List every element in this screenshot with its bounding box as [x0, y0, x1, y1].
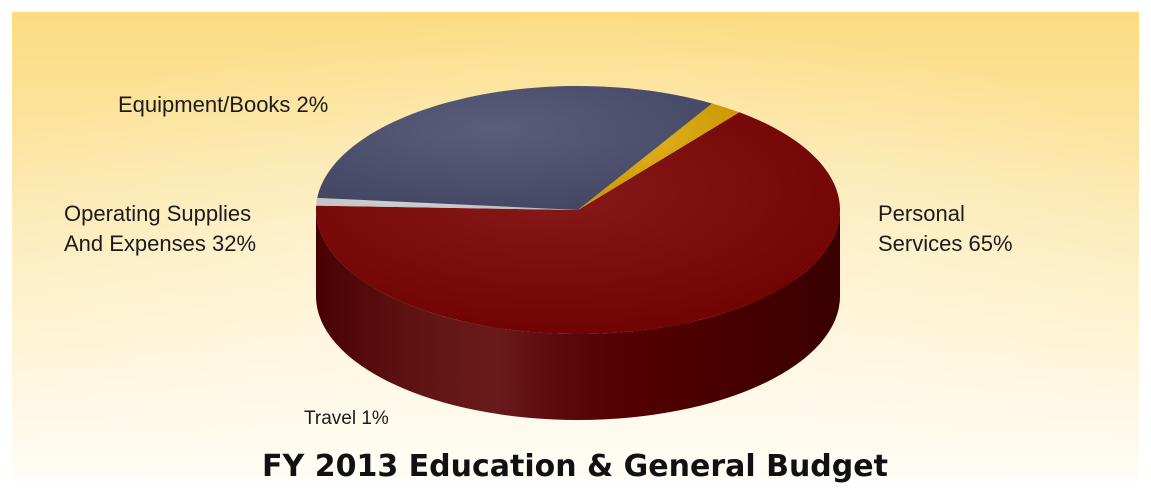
slice-label-line: Equipment/Books 2%: [118, 92, 328, 117]
pie-tops: [315, 85, 841, 335]
slice-label-line: And Expenses 32%: [64, 231, 256, 256]
pie-sides: [316, 210, 840, 420]
slice-label-line: Personal: [878, 201, 965, 226]
slice-label-equipment-books-2: Equipment/Books 2%: [118, 92, 328, 117]
slice-label-operating-supplies: Operating Supplies And Expenses 32%: [64, 201, 256, 256]
pie-slice-shine-equipment-books-2: [578, 103, 740, 210]
pie-side-shade-personal: [316, 210, 840, 420]
slice-label-personal: Personal Services 65%: [878, 201, 1013, 256]
pie-slice-shine-operating-supplies: [317, 85, 713, 210]
pie-slice-shine-personal: [315, 112, 841, 335]
slice-label-line: Operating Supplies: [64, 201, 251, 226]
pie-slice-shine-travel-1: [316, 197, 578, 210]
slice-label-travel-1: Travel 1%: [304, 408, 389, 429]
slice-label-line: Travel 1%: [304, 408, 389, 429]
slice-label-line: Services 65%: [878, 231, 1013, 256]
chart-title: FY 2013 Education & General Budget: [262, 449, 888, 484]
pie-labels: Personal Services 65% Travel 1% Operating S…: [64, 92, 1013, 429]
